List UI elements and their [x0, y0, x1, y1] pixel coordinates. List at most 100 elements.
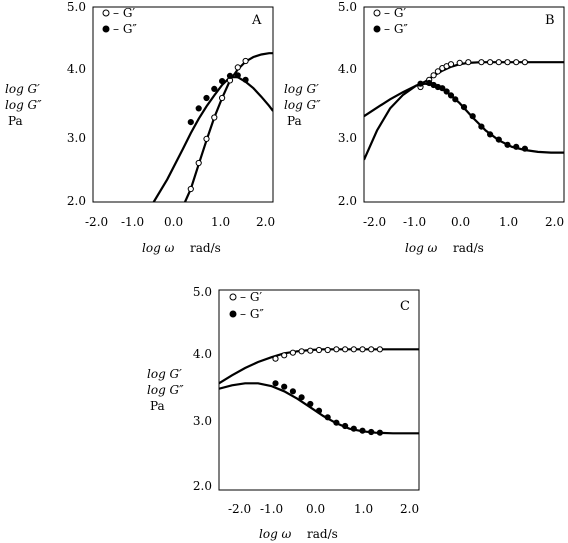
gpp-data-point	[242, 76, 249, 83]
gpp-data-point	[443, 88, 450, 95]
panel-b-x-ticks: -2.0 -1.0 0.0 1.0 2.0	[363, 215, 564, 229]
gpp-data-point	[324, 414, 331, 421]
gpp-data-point	[504, 141, 511, 148]
gpp-data-point	[211, 85, 218, 93]
panel-c-legend: – G′ – G″	[229, 290, 264, 321]
x-axis-unit: rad/s	[190, 241, 221, 255]
panel-c-frame	[218, 289, 420, 491]
panel-b-y-ticks: 5.0 4.0 3.0 2.0	[338, 0, 357, 208]
x-axis-unit: rad/s	[453, 241, 484, 255]
gpp-data-point	[226, 72, 234, 80]
panel-a-marks	[152, 52, 273, 202]
y-axis-line1: log G′	[147, 367, 182, 381]
panel-c-y-ticks: 5.0 4.0 3.0 2.0	[193, 285, 212, 493]
panel-c-y-axis-title: log G′ log G″ Pa	[147, 367, 184, 413]
legend-gp-label: – G′	[113, 6, 135, 20]
gp-data-point	[219, 94, 226, 102]
gpp-data-point	[195, 105, 202, 112]
legend-gp-marker	[229, 293, 237, 301]
gp-data-point	[195, 159, 202, 167]
gp-data-point	[203, 135, 210, 142]
gpp-data-point	[219, 78, 226, 85]
x-tick-label: -2.0	[363, 215, 386, 229]
y-tick-label: 2.0	[67, 194, 86, 208]
legend-gpp-label: – G″	[384, 22, 408, 36]
gpp-data-point	[315, 407, 323, 414]
gpp-data-point	[439, 85, 446, 92]
x-tick-label: 1.0	[499, 215, 518, 229]
gpp-data-point	[289, 388, 296, 395]
x-axis-title: log ω	[142, 241, 175, 255]
y-axis-unit: Pa	[8, 114, 23, 128]
gp-data-point	[211, 114, 218, 121]
gp-data-point	[495, 59, 502, 66]
gp-data-point	[447, 61, 455, 68]
y-tick-label: 5.0	[67, 0, 86, 14]
gp-data-point	[324, 346, 331, 354]
y-tick-label: 4.0	[67, 62, 86, 76]
panel-a-frame	[92, 6, 274, 203]
x-axis-title: log ω	[405, 241, 438, 255]
panel-c-letter: C	[400, 299, 410, 314]
x-tick-label: -1.0	[260, 502, 283, 516]
gp-data-point	[315, 346, 323, 354]
y-axis-line2: log G″	[5, 98, 42, 112]
x-tick-label: 2.0	[256, 215, 275, 229]
gp-data-point	[350, 346, 357, 353]
y-axis-line1: log G′	[5, 82, 40, 96]
y-axis-line2: log G″	[147, 383, 184, 397]
y-tick-label: 2.0	[193, 479, 212, 493]
y-tick-label: 2.0	[338, 194, 357, 208]
gp-data-point	[368, 346, 375, 353]
panel-b-letter: B	[545, 13, 555, 28]
x-axis-unit: rad/s	[307, 527, 338, 541]
panel-b-marks	[364, 59, 564, 161]
panel-b-y-axis-title: log G′ log G″ Pa	[284, 82, 321, 128]
gpp-data-point	[203, 94, 210, 102]
panel-c-x-axis-title: log ω rad/s	[259, 527, 338, 541]
x-tick-label: 2.0	[545, 215, 564, 229]
gpp-data-point	[478, 123, 485, 130]
x-tick-label: -1.0	[121, 215, 144, 229]
panel-c: C – G′ – G″ 5.0 4.0 3.0 2.0 -2.0 -1.0 0.…	[147, 285, 420, 541]
y-tick-label: 3.0	[193, 414, 212, 428]
panel-a-y-axis-title: log G′ log G″ Pa	[5, 82, 42, 128]
gp-data-point	[281, 352, 288, 359]
panel-b-x-axis-title: log ω rad/s	[405, 241, 484, 255]
gpp-data-point	[342, 422, 349, 430]
x-tick-label: 0.0	[306, 502, 325, 516]
gpp-fit-curve	[364, 82, 564, 161]
gpp-data-point	[452, 96, 459, 103]
y-axis-unit: Pa	[150, 399, 165, 413]
panel-a-legend: – G′ – G″	[102, 6, 137, 36]
y-tick-label: 4.0	[338, 62, 357, 76]
legend-gp-label: – G′	[240, 290, 262, 304]
gpp-data-point	[460, 104, 468, 111]
y-tick-label: 4.0	[193, 347, 212, 361]
y-tick-label: 3.0	[67, 131, 86, 145]
x-tick-label: 0.0	[451, 215, 470, 229]
y-tick-label: 3.0	[338, 131, 357, 145]
gp-data-point	[430, 72, 437, 79]
gpp-data-point	[447, 92, 455, 99]
y-tick-label: 5.0	[338, 0, 357, 14]
gp-data-point	[289, 349, 296, 356]
panel-b-frame	[363, 6, 565, 203]
gpp-data-point	[417, 80, 424, 87]
gpp-data-point	[234, 72, 241, 79]
legend-gpp-marker	[229, 310, 237, 318]
x-tick-label: 0.0	[164, 215, 183, 229]
legend-gp-marker	[373, 9, 381, 17]
gpp-data-point	[359, 427, 366, 434]
gp-data-point	[487, 59, 494, 66]
panel-b-legend: – G′ – G″	[373, 6, 408, 36]
legend-gp-label: – G′	[384, 6, 406, 20]
gp-data-point	[234, 64, 241, 71]
gpp-data-point	[272, 380, 279, 387]
x-tick-label: -1.0	[403, 215, 426, 229]
gp-fit-curve	[219, 348, 419, 385]
gp-data-point	[521, 59, 529, 66]
gpp-data-point	[376, 429, 383, 436]
legend-gpp-label: – G″	[240, 307, 264, 321]
